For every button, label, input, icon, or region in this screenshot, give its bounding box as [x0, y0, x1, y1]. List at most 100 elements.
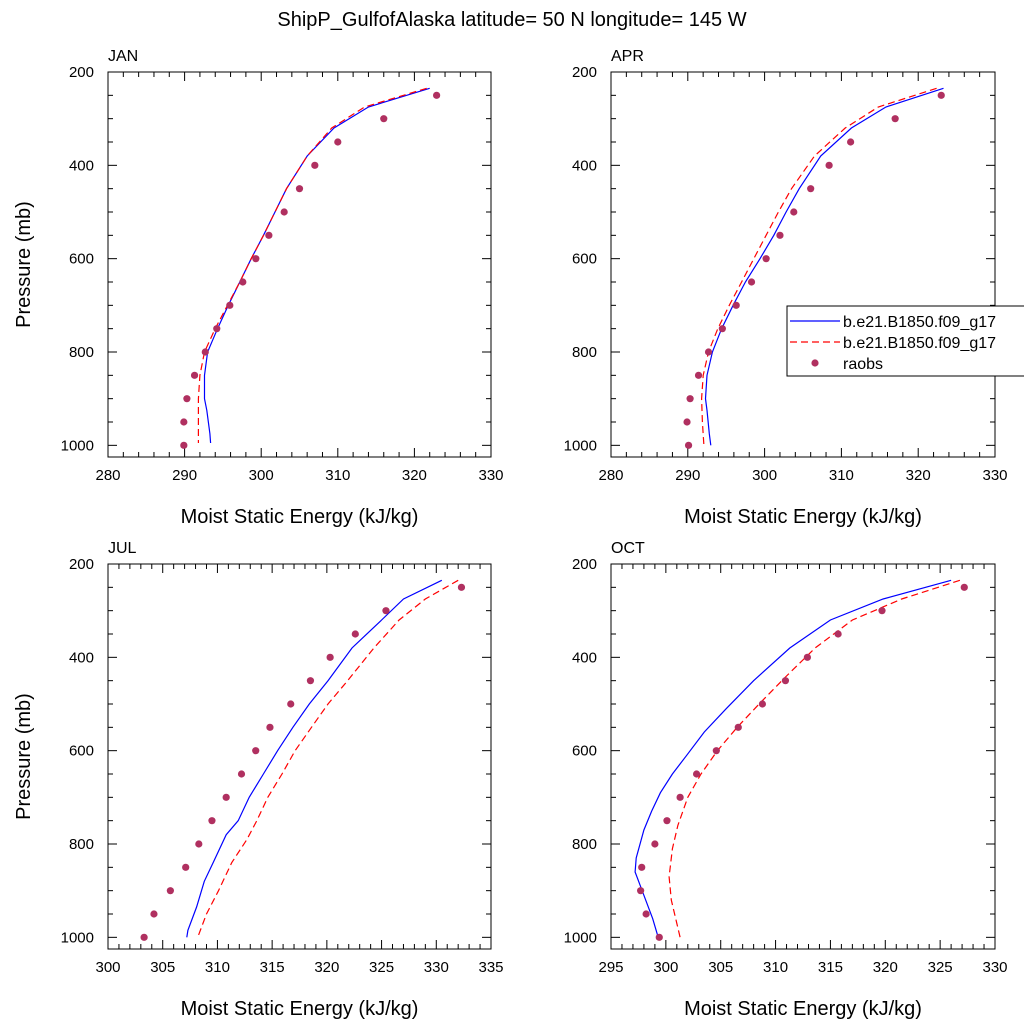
raobs-point: [183, 395, 191, 403]
raobs-point: [237, 770, 246, 778]
legend: b.e21.B1850.f09_g17 b.e21.B1850.f09_g17 …: [786, 305, 1024, 377]
panel-oct: 295 300 305 310 315 320 325 330 200 400 600 800 1000…: [564, 540, 1008, 1020]
raobs-point: [655, 933, 663, 941]
x-tick-label: 280: [95, 467, 120, 484]
y-tick-label: 600: [69, 251, 94, 268]
raobs-point: [686, 395, 694, 403]
raobs-point: [847, 138, 855, 146]
x-tick-label: 300: [653, 959, 678, 976]
series-line-solid: [186, 579, 443, 938]
raobs-point: [226, 301, 234, 309]
raobs-point: [190, 371, 199, 379]
x-tick-label: 325: [928, 959, 953, 976]
raobs-point: [265, 231, 273, 239]
x-axis-label: Moist Static Energy (kJ/kg): [684, 998, 922, 1020]
raobs-point: [712, 747, 720, 755]
raobs-point: [758, 700, 767, 708]
x-tick-label: 310: [205, 959, 230, 976]
panel-title: APR: [611, 48, 644, 65]
raobs-point: [762, 255, 770, 263]
raobs-point: [803, 653, 811, 661]
raobs-point: [642, 910, 650, 918]
raobs-point: [790, 208, 798, 216]
y-tick-label: 800: [572, 836, 597, 853]
raobs-point: [180, 418, 188, 426]
y-tick-label: 600: [572, 743, 597, 760]
legend-raobs-label: raobs: [843, 356, 883, 373]
raobs-point: [694, 371, 703, 379]
x-tick-label: 290: [675, 467, 700, 484]
raobs-point: [311, 161, 319, 169]
plot-frame: [610, 563, 996, 950]
raobs-point: [295, 185, 304, 193]
y-tick-label: 1000: [61, 929, 94, 946]
raobs-point: [150, 910, 158, 918]
raobs-point: [637, 887, 645, 895]
x-tick-label: 280: [598, 467, 623, 484]
x-tick-label: 320: [402, 467, 427, 484]
series-line-dashed: [668, 579, 961, 938]
panel-title: OCT: [611, 540, 645, 557]
raobs-point: [351, 630, 359, 638]
raobs-point: [960, 583, 968, 591]
y-axis-label: Pressure (mb): [13, 201, 35, 328]
x-tick-label: 310: [325, 467, 350, 484]
raobs-point: [776, 231, 784, 239]
raobs-point: [239, 278, 247, 286]
raobs-point: [208, 817, 216, 825]
raobs-point: [334, 138, 342, 146]
x-tick-label: 300: [95, 959, 120, 976]
x-tick-label: 305: [150, 959, 175, 976]
raobs-point: [382, 607, 390, 615]
raobs-point: [201, 348, 209, 356]
raobs-point: [747, 278, 756, 286]
y-tick-label: 1000: [564, 437, 597, 454]
raobs-point: [433, 91, 441, 99]
raobs-point: [734, 723, 742, 731]
x-tick-label: 310: [829, 467, 854, 484]
x-axis-label: Moist Static Energy (kJ/kg): [684, 506, 922, 528]
y-tick-label: 800: [69, 836, 94, 853]
raobs-point: [252, 255, 260, 263]
raobs-point: [825, 161, 833, 169]
x-tick-label: 315: [818, 959, 843, 976]
y-tick-label: 800: [69, 344, 94, 361]
x-tick-label: 310: [763, 959, 788, 976]
series-line-solid: [704, 87, 944, 446]
raobs-point: [180, 441, 188, 449]
series-line-dashed: [700, 87, 937, 446]
series-line-solid: [634, 579, 952, 938]
y-axis-label: Pressure (mb): [13, 693, 35, 820]
plot-frame: [107, 71, 492, 458]
y-tick-label: 800: [572, 344, 597, 361]
raobs-point: [732, 301, 740, 309]
x-tick-label: 295: [598, 959, 623, 976]
x-tick-label: 330: [478, 467, 503, 484]
raobs-point: [651, 840, 659, 848]
raobs-point: [280, 208, 288, 216]
y-tick-label: 200: [572, 556, 597, 573]
y-tick-label: 400: [69, 649, 94, 666]
raobs-point: [937, 91, 945, 99]
raobs-point: [222, 793, 230, 801]
y-tick-label: 400: [572, 157, 597, 174]
raobs-point: [781, 677, 790, 685]
panel-jan: 280 290 300 310 320 330 200 400 600 800 1000 JAN Moi…: [13, 48, 504, 528]
x-tick-label: 315: [260, 959, 285, 976]
y-tick-label: 1000: [61, 437, 94, 454]
raobs-point: [140, 933, 148, 941]
y-tick-label: 200: [69, 556, 94, 573]
plot-frame: [610, 71, 996, 458]
y-tick-label: 400: [69, 157, 94, 174]
y-tick-label: 600: [69, 743, 94, 760]
raobs-point: [213, 325, 221, 333]
x-tick-label: 300: [249, 467, 274, 484]
raobs-point: [182, 863, 190, 871]
x-tick-label: 320: [873, 959, 898, 976]
x-tick-label: 335: [478, 959, 503, 976]
raobs-point: [683, 418, 691, 426]
raobs-point: [638, 863, 646, 871]
legend-solid-label: b.e21.B1850.f09_g17: [843, 314, 996, 331]
raobs-point: [834, 630, 842, 638]
